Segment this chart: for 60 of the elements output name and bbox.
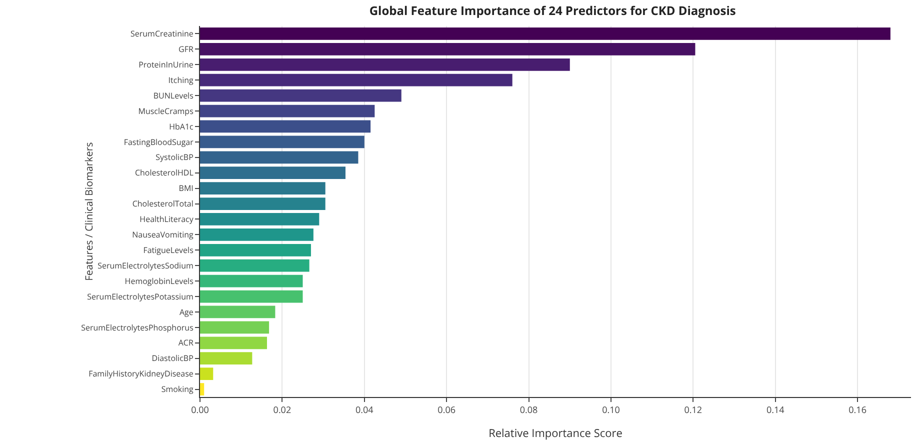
y-tick-label: GFR <box>178 44 194 55</box>
x-axis-title: Relative Importance Score <box>488 426 622 441</box>
y-tick-label: Age <box>179 306 194 318</box>
y-tick-label: MuscleCramps <box>138 106 194 117</box>
y-tick-label: FastingBloodSugar <box>124 136 194 148</box>
y-tick-label: Itching <box>168 74 194 86</box>
bar <box>200 104 375 118</box>
bar <box>200 74 512 86</box>
y-tick-label: FamilyHistoryKidneyDisease <box>88 368 194 380</box>
y-tick-label: FatigueLevels <box>143 244 194 256</box>
y-tick-label: Smoking <box>161 384 194 396</box>
bar <box>200 321 270 334</box>
bar <box>200 274 303 288</box>
bar <box>200 352 252 365</box>
y-tick-label: SerumElectrolytesPhosphorus <box>81 322 194 334</box>
bar <box>200 198 326 210</box>
bar <box>200 244 311 256</box>
x-tick-label: 0.04 <box>355 402 374 416</box>
y-tick-label: ACR <box>178 338 194 349</box>
y-tick-label: SerumElectrolytesPotassium <box>87 291 194 302</box>
y-tick-label: BMI <box>178 183 194 194</box>
x-tick-label: 0.06 <box>438 402 456 416</box>
x-tick-label: 0.00 <box>191 402 209 416</box>
x-tick-label: 0.08 <box>520 402 538 416</box>
bar <box>200 306 276 318</box>
chart-title: Global Feature Importance of 24 Predictors for CKD Diagnosis <box>369 2 736 20</box>
y-tick-label: HbA1c <box>169 121 194 132</box>
bar <box>200 166 346 180</box>
y-tick-label: SerumElectrolytesSodium <box>98 260 194 272</box>
x-tick-label: 0.02 <box>273 402 292 416</box>
y-tick-label: SystolicBP <box>156 152 194 164</box>
bar <box>200 58 570 71</box>
y-tick-label: BUNLevels <box>153 90 194 102</box>
bar <box>200 336 267 350</box>
y-tick-label: ProteinInUrine <box>138 59 194 70</box>
y-tick-label: DiastolicBP <box>152 353 194 364</box>
bar <box>200 228 314 241</box>
y-tick-label: CholesterolTotal <box>132 198 194 210</box>
y-tick-label: CholesterolHDL <box>134 168 194 179</box>
bar <box>200 368 214 380</box>
x-tick-label: 0.16 <box>848 402 866 416</box>
y-tick-label: NauseaVomiting <box>132 229 194 240</box>
bar <box>200 89 402 102</box>
bar <box>200 136 364 148</box>
bar <box>200 290 303 303</box>
bar <box>200 28 890 40</box>
bar <box>200 43 696 56</box>
x-tick-label: 0.10 <box>602 402 620 416</box>
y-tick-label: HemoglobinLevels <box>124 276 194 287</box>
y-axis-title: Features / Clinical Biomarkers <box>82 142 96 281</box>
y-tick-label: SerumCreatinine <box>130 28 194 40</box>
bar <box>200 383 204 396</box>
bar <box>200 151 358 164</box>
bar <box>200 259 310 272</box>
bar <box>200 120 371 133</box>
x-tick-label: 0.14 <box>766 402 784 416</box>
x-tick-label: 0.12 <box>684 402 702 416</box>
y-tick-label: HealthLiteracy <box>140 214 194 226</box>
bar <box>200 213 320 226</box>
bar <box>200 182 326 194</box>
